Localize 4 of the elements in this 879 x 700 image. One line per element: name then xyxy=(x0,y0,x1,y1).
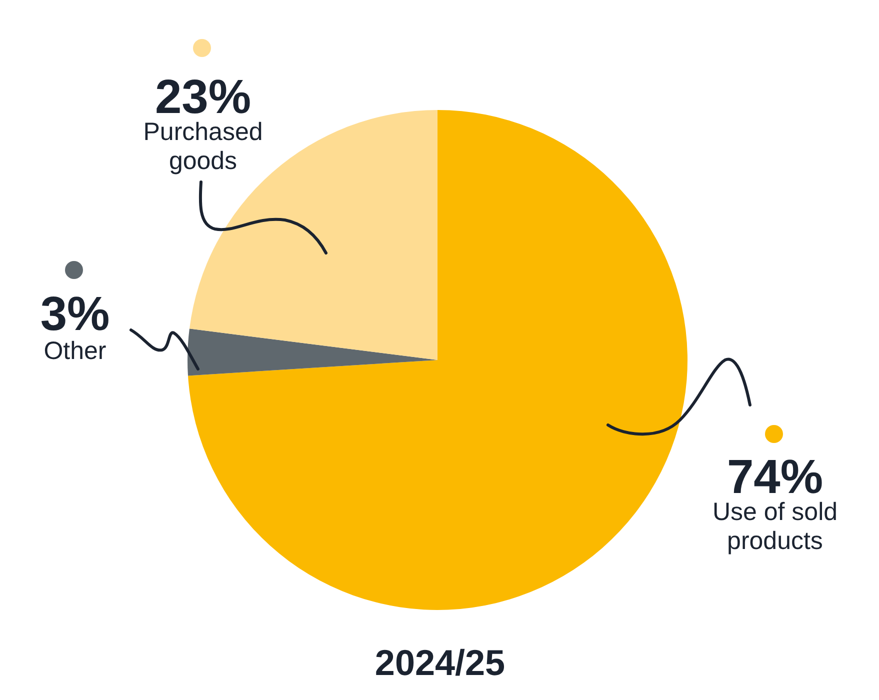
text: 2024/25 xyxy=(374,642,506,683)
slice-label: Purchased goods xyxy=(143,118,263,175)
slice-label: Use of sold products xyxy=(712,498,838,555)
pie-slice xyxy=(188,328,438,376)
